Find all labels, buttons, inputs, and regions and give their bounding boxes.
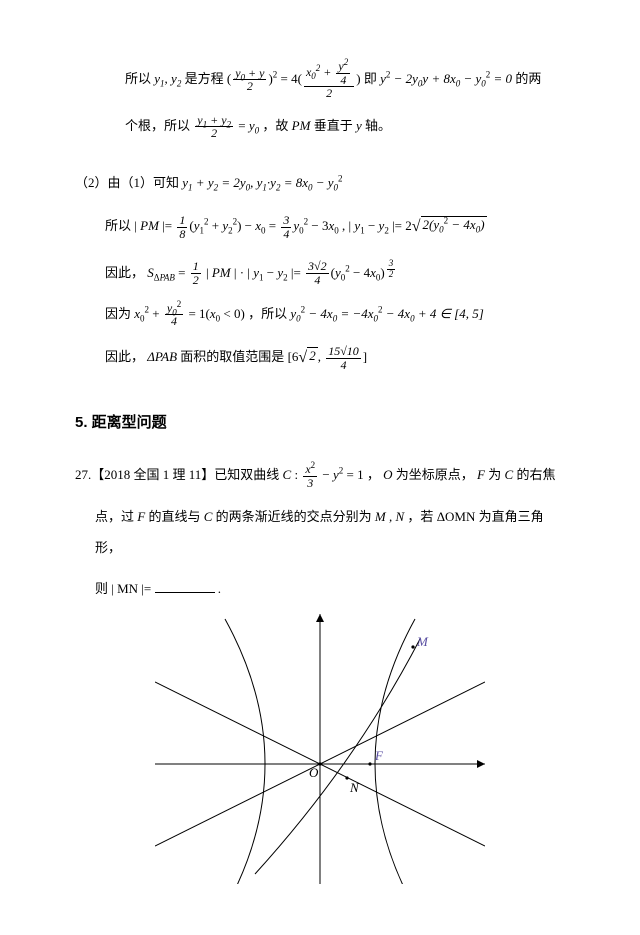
math-hyperbola: C : x23 − y2 = 1 — [283, 467, 364, 482]
part2-line-5: 因此， ΔPAB 面积的取值范围是 [6√2, 15√104] — [75, 339, 565, 377]
math-root-mean: y1 + y22 = y0 — [193, 118, 259, 133]
math-dPAB: ΔPAB — [147, 349, 177, 364]
math-cond: x02 + y024 = 1(x0 < 0) — [134, 306, 245, 321]
text: 所以 — [105, 218, 134, 233]
text: 为坐标原点， — [396, 467, 474, 482]
math-MN: M , N — [375, 509, 404, 524]
text: 垂直于 — [314, 118, 356, 133]
problem-27-line-2: 点，过 F 的直线与 C 的两条渐近线的交点分别为 M , N ，若 ΔOMN … — [75, 501, 565, 563]
text: ，所以 — [248, 306, 290, 321]
text: 为 — [488, 467, 504, 482]
math-area: SΔPAB = 12 | PM | · | y1 − y2 |= 3√24(y0… — [147, 265, 397, 280]
part2-line-1: （2）由（1）可知 y1 + y2 = 2y0, y1·y2 = 8x0 − y… — [75, 167, 565, 198]
text: （2）由（1）可知 — [75, 175, 182, 190]
text: 的两 — [515, 71, 541, 86]
math-y1y2: y1, y2 — [154, 71, 181, 86]
text: 则 — [95, 581, 111, 596]
part2-line-2: 所以 | PM |= 18(y12 + y22) − x0 = 34y02 − … — [75, 208, 565, 246]
part2-line-4: 因为 x02 + y024 = 1(x0 < 0) ，所以 y02 − 4x0 … — [75, 298, 565, 329]
math-O: O — [383, 467, 392, 482]
solution-line-2: 个根，所以 y1 + y22 = y0 ，故 PM 垂直于 y 轴。 — [75, 110, 565, 141]
text: 个根，所以 — [125, 118, 193, 133]
text: 27.【2018 全国 1 理 11】已知双曲线 — [75, 467, 283, 482]
label-F: F — [374, 748, 384, 763]
math-interval: [6√2, 15√104] — [288, 349, 368, 364]
math-C: C — [505, 467, 514, 482]
text: ，故 — [262, 118, 291, 133]
problem-27-line-1: 27.【2018 全国 1 理 11】已知双曲线 C : x23 − y2 = … — [75, 459, 565, 490]
math-eq1: (y0 + y2)2 = 4(x02 + y242) — [227, 71, 361, 86]
problem-27-line-3: 则 | MN |= . — [75, 573, 565, 604]
math-y: y — [356, 118, 362, 133]
math-F2: F — [137, 509, 145, 524]
solution-line-1: 所以 y1, y2 是方程 (y0 + y2)2 = 4(x02 + y242)… — [75, 60, 565, 100]
hyperbola-svg: M N O F — [155, 614, 485, 884]
math-PM-expr: | PM |= 18(y12 + y22) − x0 = 34y02 − 3x0… — [134, 218, 486, 233]
answer-blank — [155, 592, 215, 593]
text: ，若 — [407, 509, 436, 524]
text: 因此， — [105, 265, 144, 280]
label-M: M — [416, 634, 429, 649]
text: 面积的取值范围是 — [180, 349, 287, 364]
label-N: N — [349, 780, 360, 795]
math-PM: PM — [292, 118, 311, 133]
math-F: F — [477, 467, 485, 482]
text: 点，过 — [95, 509, 137, 524]
label-O: O — [309, 765, 319, 780]
text: ， — [367, 467, 380, 482]
text: 的直线与 — [148, 509, 203, 524]
math-sum-prod: y1 + y2 = 2y0, y1·y2 = 8x0 − y02 — [182, 175, 342, 190]
text: 的右焦 — [516, 467, 555, 482]
math-range-expr: y02 − 4x0 = −4x02 − 4x0 + 4 ∈ [4, 5] — [290, 306, 483, 321]
text: 因为 — [105, 306, 134, 321]
math-MNabs: | MN |= — [111, 581, 151, 596]
hyperbola-figure: M N O F — [75, 614, 565, 895]
text: . — [218, 581, 221, 596]
part2-line-3: 因此， SΔPAB = 12 | PM | · | y1 − y2 |= 3√2… — [75, 257, 565, 288]
math-dOMN: ΔOMN — [437, 509, 476, 524]
text: 所以 — [125, 71, 154, 86]
text: 因此， — [105, 349, 144, 364]
math-eq2: y2 − 2y0y + 8x0 − y02 = 0 — [380, 71, 512, 86]
text: 轴。 — [365, 118, 391, 133]
section-heading-5: 5. 距离型问题 — [75, 405, 565, 441]
text: 即 — [364, 71, 380, 86]
text: 是方程 — [185, 71, 227, 86]
text: 的两条渐近线的交点分别为 — [216, 509, 375, 524]
math-C2: C — [204, 509, 213, 524]
